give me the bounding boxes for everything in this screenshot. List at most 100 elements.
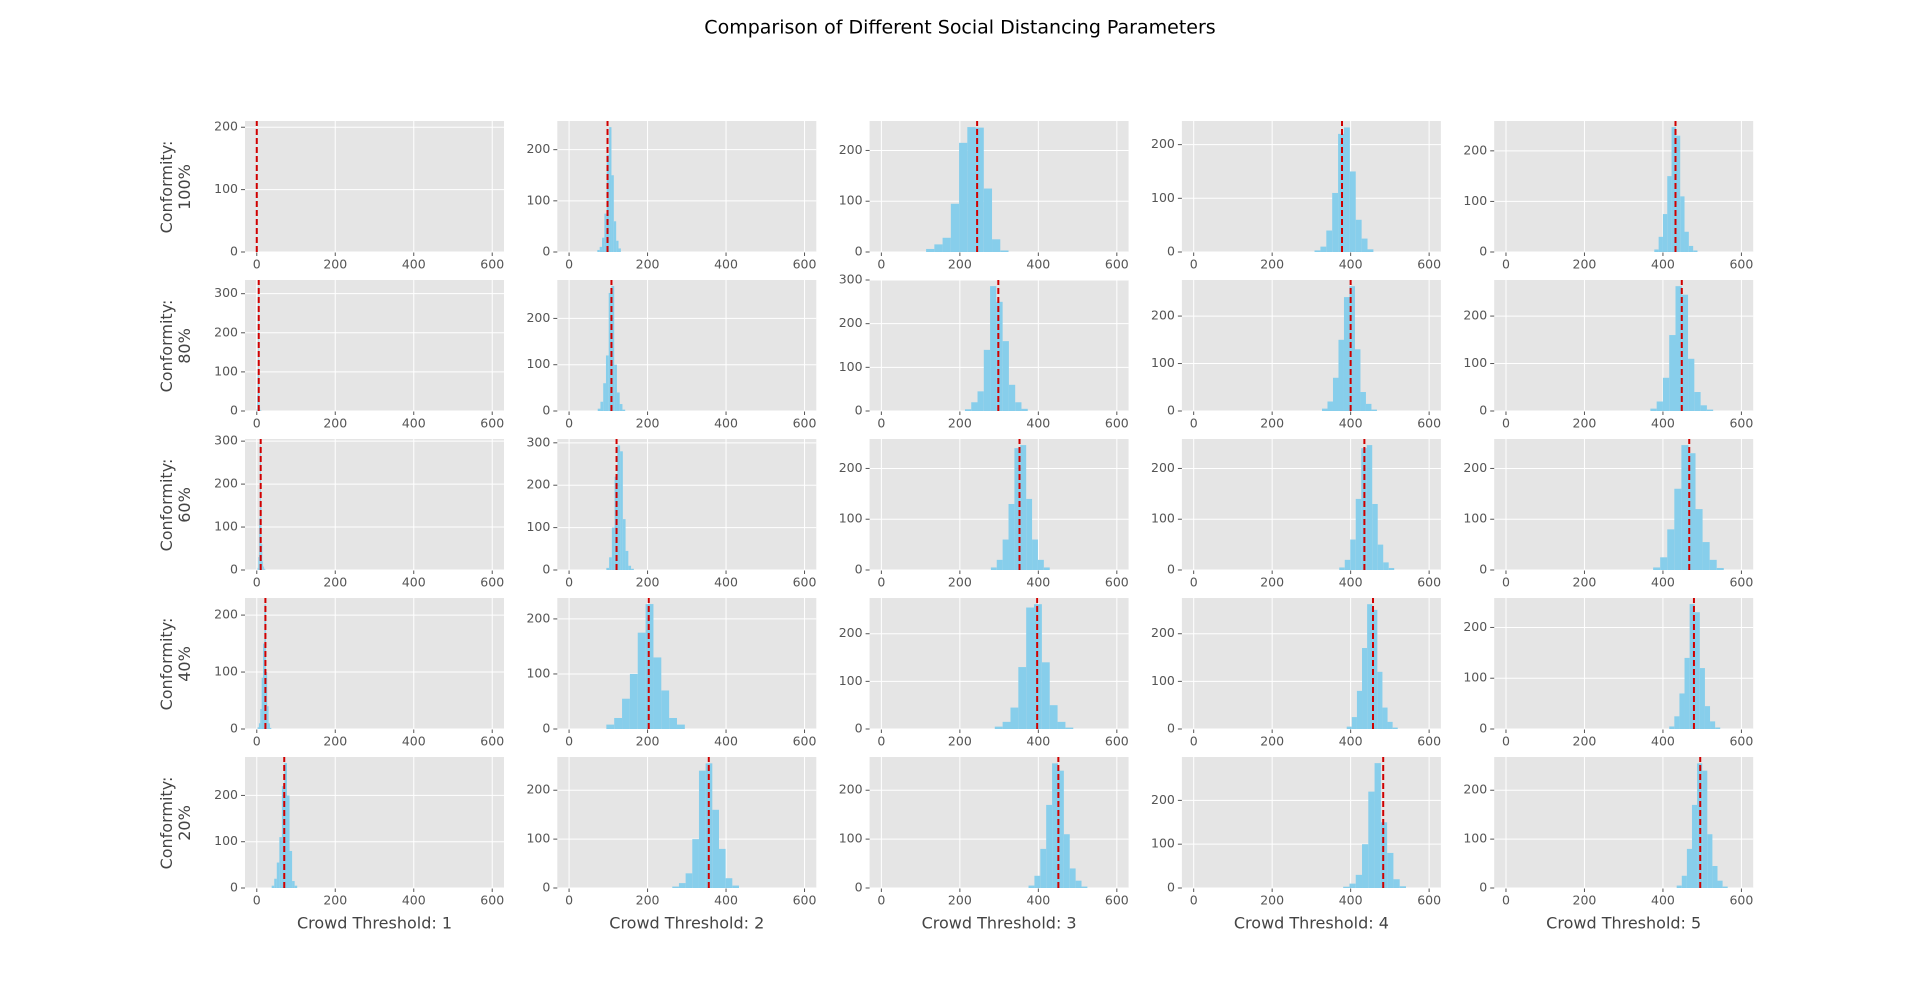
y-tick-label: 100 (214, 519, 238, 534)
histogram-bar (1368, 791, 1375, 888)
histogram-bar (1063, 834, 1070, 888)
histogram-bar (1021, 408, 1028, 411)
x-tick-label: 200 (323, 416, 347, 431)
histogram-bar (1326, 230, 1333, 252)
histogram-bar (676, 724, 685, 729)
histogram-bar (274, 878, 277, 888)
histogram-bar (289, 850, 293, 888)
y-tick-label: 0 (542, 403, 550, 418)
histogram-bar (1008, 503, 1015, 570)
histogram-bar (712, 809, 719, 888)
histogram-bar (661, 690, 670, 729)
y-tick-label: 200 (526, 782, 550, 797)
x-tick-label: 200 (948, 734, 972, 749)
histogram-bar (1658, 236, 1663, 252)
y-tick-label: 0 (230, 403, 238, 418)
histogram-bar (258, 557, 260, 570)
histogram-bar (1057, 770, 1064, 888)
y-tick-label: 200 (839, 782, 863, 797)
histogram-bar (1349, 883, 1356, 888)
histogram-bar (1075, 880, 1082, 888)
histogram-bar (1355, 498, 1362, 570)
histogram-bar (1362, 844, 1369, 888)
y-tick-label: 0 (1479, 244, 1487, 259)
x-tick-label: 0 (1190, 257, 1198, 272)
histogram-bar (1675, 286, 1682, 411)
subplot: 0 200 400 600 0 100 200 (839, 121, 1129, 272)
x-tick-label: 400 (402, 257, 426, 272)
y-tick-label: 200 (526, 310, 550, 325)
histogram-bar (1065, 727, 1074, 729)
y-tick-label: 300 (526, 434, 550, 449)
histogram-bar (1037, 559, 1044, 570)
x-tick-label: 600 (480, 575, 504, 590)
histogram-bar (1388, 567, 1395, 570)
histogram-bar (1026, 498, 1033, 570)
x-tick-label: 200 (948, 575, 972, 590)
histogram-bar (1339, 567, 1345, 570)
y-tick-label: 200 (1151, 792, 1175, 807)
y-tick-label: 0 (1167, 244, 1175, 259)
y-tick-label: 0 (542, 721, 550, 736)
y-tick-label: 0 (855, 562, 863, 577)
histogram-bar (631, 568, 634, 570)
x-tick-label: 400 (1651, 257, 1675, 272)
y-tick-label: 100 (839, 511, 863, 526)
histogram-bar (685, 873, 693, 888)
subplot: 0 200 400 600 0 100 200 (526, 121, 817, 272)
y-tick-label: 0 (1167, 721, 1175, 736)
plot-area (869, 757, 1129, 888)
histogram-bar (1694, 392, 1701, 411)
plot-area (557, 439, 817, 570)
histogram-bar (1351, 717, 1357, 729)
y-tick-label: 0 (1167, 880, 1175, 895)
histogram-bar (1387, 852, 1394, 888)
y-tick-label: 100 (1151, 673, 1175, 688)
x-tick-label: 400 (1339, 416, 1363, 431)
x-tick-label: 200 (1260, 416, 1284, 431)
y-tick-label: 200 (214, 119, 238, 134)
y-tick-label: 200 (839, 460, 863, 475)
histogram-bar (606, 567, 610, 570)
x-tick-label: 0 (253, 893, 261, 908)
y-tick-label: 0 (230, 244, 238, 259)
y-tick-label: 0 (1479, 721, 1487, 736)
histogram-bar (725, 878, 733, 888)
histogram-bar (1399, 886, 1406, 888)
y-tick-label: 200 (1463, 308, 1487, 323)
y-tick-label: 0 (542, 880, 550, 895)
x-tick-label: 600 (480, 893, 504, 908)
x-tick-label: 400 (1339, 893, 1363, 908)
histogram-bar (602, 237, 605, 252)
histogram-bar (1675, 135, 1681, 252)
histogram-bar (1662, 214, 1668, 252)
subplot: 0 200 400 600 0 100 200 300 (839, 272, 1129, 431)
plot-area (869, 598, 1129, 729)
plot-area (245, 280, 504, 411)
histogram-bar (609, 557, 612, 570)
x-tick-label: 0 (877, 416, 885, 431)
subplot: 0 200 400 600 0 100 200 (1151, 598, 1441, 749)
histogram-bar (1350, 539, 1356, 570)
histogram-bar (1680, 196, 1685, 252)
histogram-bar (1694, 612, 1700, 729)
x-tick-label: 0 (253, 575, 261, 590)
histogram-bar (1653, 567, 1661, 570)
histogram-bar (971, 402, 978, 411)
histogram-bar (622, 698, 630, 729)
histogram-bar (1377, 671, 1383, 729)
y-tick-label: 200 (526, 141, 550, 156)
histogram-bar (1349, 171, 1356, 252)
histogram-bar (260, 709, 262, 729)
x-tick-label: 400 (1651, 416, 1675, 431)
x-tick-label: 600 (1729, 257, 1753, 272)
subplot: 0 200 400 600 0 100 200 (214, 119, 504, 272)
y-tick-label: 0 (542, 244, 550, 259)
histogram-bar (1321, 408, 1328, 411)
y-tick-label: 200 (214, 607, 238, 622)
subplot: 0 200 400 600 0 100 200 (526, 598, 817, 749)
x-tick-label: 0 (1190, 416, 1198, 431)
histogram-bar (1343, 886, 1350, 888)
x-tick-label: 0 (877, 575, 885, 590)
x-tick-label: 0 (565, 734, 573, 749)
